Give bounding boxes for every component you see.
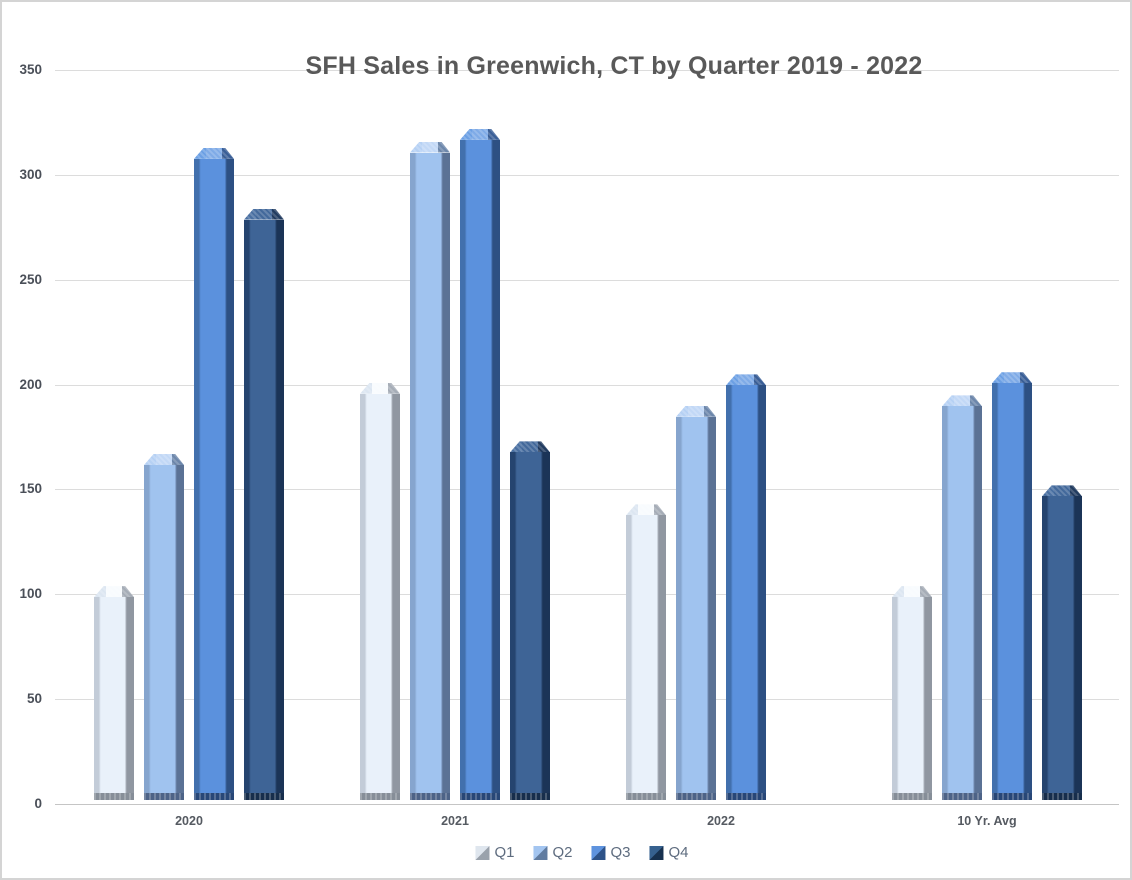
bar-bottom-bevel xyxy=(942,793,982,800)
legend-item-q3: Q3 xyxy=(591,844,631,861)
bar-q2-10-yr-avg xyxy=(942,395,982,800)
x-axis-category-label: 2020 xyxy=(175,814,203,828)
bar-q2-2021 xyxy=(410,141,450,800)
bar-bottom-bevel xyxy=(726,793,766,800)
bar-bottom-bevel xyxy=(410,793,450,800)
bar-bottom-bevel xyxy=(676,793,716,800)
bar-bottom-bevel xyxy=(626,793,666,800)
legend-item-label: Q2 xyxy=(552,844,573,861)
bar-top-bevel xyxy=(144,454,184,465)
x-axis-category-label: 10 Yr. Avg xyxy=(957,814,1017,828)
bar-top-bevel xyxy=(1042,485,1082,497)
gridline xyxy=(55,384,1119,386)
bar-top-bevel xyxy=(194,147,234,159)
bar-q1-10-yr-avg xyxy=(892,586,932,800)
legend-marker-q4-icon xyxy=(649,845,664,860)
bar-top-bevel xyxy=(626,504,666,516)
bar-bottom-bevel xyxy=(460,793,500,800)
bar-q1-2022 xyxy=(626,504,666,800)
legend-item-q1: Q1 xyxy=(475,844,514,861)
x-axis-category-label: 2021 xyxy=(441,814,469,828)
bar-top-bevel xyxy=(510,441,550,453)
bar-bottom-bevel xyxy=(144,793,184,800)
legend-item-q4: Q4 xyxy=(649,844,689,861)
legend: Q1 Q2 Q3 Q4 xyxy=(475,844,689,861)
bar-face xyxy=(992,383,1032,800)
bar-top-bevel xyxy=(726,374,766,386)
bar-q3-2020 xyxy=(194,147,234,800)
bar-q1-2021 xyxy=(360,382,400,800)
bar-face xyxy=(726,385,766,800)
bar-bottom-bevel xyxy=(992,793,1032,800)
legend-marker-q3-icon xyxy=(591,845,606,860)
bar-q3-2021 xyxy=(460,128,500,800)
bar-q4-2020 xyxy=(244,208,284,800)
y-axis-tick-label: 300 xyxy=(19,166,42,182)
bar-q4-2021 xyxy=(510,441,550,800)
bar-top-bevel xyxy=(992,372,1032,384)
y-axis-tick-label: 50 xyxy=(26,691,42,707)
bar-face xyxy=(510,452,550,800)
y-axis-tick-label: 350 xyxy=(19,62,42,77)
x-axis-line xyxy=(55,804,1119,805)
y-axis-tick-label: 0 xyxy=(34,796,42,811)
bar-face xyxy=(94,597,134,800)
bar-top-bevel xyxy=(942,395,982,407)
bar-top-bevel xyxy=(360,382,400,394)
bar-q2-2020 xyxy=(144,454,184,800)
gridline xyxy=(55,489,1119,491)
legend-item-q2: Q2 xyxy=(533,844,573,861)
y-axis-tick-label: 100 xyxy=(19,586,42,602)
bar-face xyxy=(626,515,666,800)
bar-top-bevel xyxy=(460,128,500,140)
y-axis-tick-label: 200 xyxy=(19,376,42,392)
bar-face xyxy=(460,139,500,800)
gridline xyxy=(55,70,1119,71)
bar-bottom-bevel xyxy=(1042,793,1082,800)
bar-q3-10-yr-avg xyxy=(992,372,1032,800)
bar-face xyxy=(1042,496,1082,800)
legend-item-label: Q4 xyxy=(668,844,689,861)
bar-face xyxy=(410,152,450,800)
bar-q3-2022 xyxy=(726,374,766,800)
bar-face xyxy=(144,465,184,800)
bar-top-bevel xyxy=(410,141,450,153)
bar-face xyxy=(942,406,982,800)
bar-q2-2022 xyxy=(676,405,716,800)
y-axis-tick-label: 250 xyxy=(19,271,42,287)
bar-bottom-bevel xyxy=(510,793,550,800)
bar-bottom-bevel xyxy=(94,793,134,800)
x-axis-category-label: 2022 xyxy=(707,814,735,828)
bar-top-bevel xyxy=(676,405,716,417)
bar-face xyxy=(244,219,284,800)
gridline xyxy=(55,699,1119,701)
y-axis-tick-label: 150 xyxy=(19,481,42,497)
bar-q1-2020 xyxy=(94,586,134,800)
bar-face xyxy=(194,158,234,800)
legend-item-label: Q1 xyxy=(494,844,515,861)
bar-face xyxy=(676,416,716,800)
legend-marker-q1-icon xyxy=(475,845,490,860)
bar-bottom-bevel xyxy=(892,793,932,800)
bar-bottom-bevel xyxy=(194,793,234,800)
gridline xyxy=(55,594,1119,596)
bar-bottom-bevel xyxy=(244,793,284,800)
bar-q4-10-yr-avg xyxy=(1042,485,1082,800)
gridline xyxy=(55,279,1119,281)
legend-item-label: Q3 xyxy=(610,844,631,861)
bar-face xyxy=(360,393,400,800)
legend-marker-q2-icon xyxy=(533,845,548,860)
bar-face xyxy=(892,597,932,800)
chart-title: SFH Sales in Greenwich, CT by Quarter 20… xyxy=(305,52,923,80)
bar-top-bevel xyxy=(94,586,134,598)
bar-bottom-bevel xyxy=(360,793,400,800)
bar-top-bevel xyxy=(892,586,932,598)
gridline xyxy=(55,174,1119,176)
bar-top-bevel xyxy=(244,208,284,220)
